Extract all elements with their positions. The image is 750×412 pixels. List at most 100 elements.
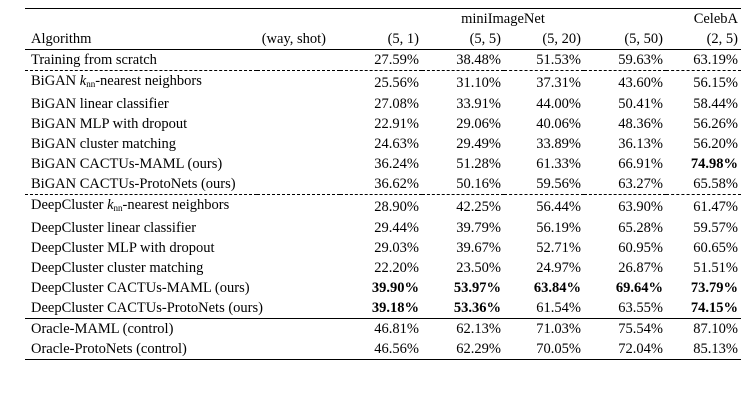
table-row: DeepCluster CACTUs-MAML (ours) 39.90% 53.9…: [25, 278, 741, 298]
result-cell: 50.16%: [456, 176, 501, 192]
result-cell: 39.18%: [371, 300, 419, 316]
result-cell: 26.87%: [618, 260, 663, 276]
result-cell: 43.60%: [584, 70, 666, 94]
result-cell: 63.27%: [618, 176, 663, 192]
column-header: (5, 20): [542, 31, 581, 47]
result-cell: 33.91%: [456, 96, 501, 112]
result-cell: 74.15%: [690, 300, 738, 316]
k-subscript: nn: [113, 203, 123, 213]
wayshot-header: (way, shot): [261, 31, 326, 47]
algorithm-name: DeepCluster cluster matching: [31, 260, 204, 276]
result-cell: 36.24%: [374, 156, 419, 172]
result-cell: 53.36%: [453, 300, 501, 316]
result-cell: 42.25%: [422, 194, 504, 218]
algorithm-name: Oracle-ProtoNets (control): [25, 339, 340, 360]
result-cell: 39.90%: [371, 280, 419, 296]
table-row: BiGAN cluster matching 24.63% 29.49% 33.89%…: [25, 134, 741, 154]
result-cell: 72.04%: [584, 339, 666, 360]
table-row: BiGAN CACTUs-MAML (ours) 36.24% 51.28% 61.3…: [25, 154, 741, 174]
k-subscript: nn: [86, 79, 96, 89]
k-symbol: k: [107, 197, 114, 213]
result-cell: 36.13%: [618, 136, 663, 152]
result-cell: 56.19%: [536, 220, 581, 236]
algorithm-name: DeepCluster knn-nearest neighbors: [25, 194, 340, 218]
result-cell: 61.54%: [536, 300, 581, 316]
result-cell: 73.79%: [690, 280, 738, 296]
table-row: BiGAN linear classifier 27.08% 33.91% 44.00…: [25, 94, 741, 114]
table-row: DeepCluster cluster matching 22.20% 23.50%…: [25, 258, 741, 278]
algorithm-name: DeepCluster CACTUs-ProtoNets (ours): [31, 300, 263, 316]
result-cell: 56.20%: [693, 136, 738, 152]
result-cell: 29.49%: [456, 136, 501, 152]
algorithm-name-prefix: DeepCluster: [31, 197, 108, 213]
algorithm-name-suffix: -nearest neighbors: [122, 197, 230, 213]
result-cell: 62.13%: [422, 318, 504, 339]
result-cell: 24.97%: [536, 260, 581, 276]
result-cell: 59.56%: [536, 176, 581, 192]
result-cell: 46.56%: [340, 339, 422, 360]
table-row: Training from scratch 27.59% 38.48% 51.53% 5…: [25, 49, 741, 71]
result-cell: 37.31%: [504, 70, 584, 94]
result-cell: 51.28%: [456, 156, 501, 172]
algorithm-name: DeepCluster linear classifier: [31, 220, 197, 236]
result-cell: 33.89%: [536, 136, 581, 152]
result-cell: 38.48%: [422, 49, 504, 71]
result-cell: 74.98%: [690, 156, 738, 172]
algorithm-name: BiGAN CACTUs-MAML (ours): [31, 156, 223, 172]
column-header: (5, 5): [469, 31, 501, 47]
result-cell: 29.06%: [456, 116, 501, 132]
algorithm-name-suffix: -nearest neighbors: [95, 73, 202, 89]
result-cell: 27.08%: [374, 96, 419, 112]
result-cell: 29.44%: [374, 220, 419, 236]
header-column-row: Algorithm (way, shot) (5, 1) (5, 5) (5, …: [25, 29, 741, 50]
result-cell: 24.63%: [374, 136, 419, 152]
column-header: (5, 1): [387, 31, 419, 47]
result-cell: 40.06%: [536, 116, 581, 132]
results-table: miniImageNet CelebA Algorithm (way, shot…: [25, 8, 741, 360]
result-cell: 60.95%: [618, 240, 663, 256]
result-cell: 44.00%: [536, 96, 581, 112]
table-row: DeepCluster CACTUs-ProtoNets (ours) 39.18…: [25, 298, 741, 319]
result-cell: 27.59%: [340, 49, 422, 71]
table-row: DeepCluster knn-nearest neighbors 28.90% 4…: [25, 194, 741, 218]
table-row: Oracle-ProtoNets (control) 46.56% 62.29% 70…: [25, 339, 741, 360]
result-cell: 87.10%: [666, 318, 741, 339]
result-cell: 59.63%: [584, 49, 666, 71]
algorithm-name: Oracle-MAML (control): [25, 318, 340, 339]
result-cell: 53.97%: [453, 280, 501, 296]
table-row: BiGAN CACTUs-ProtoNets (ours) 36.62% 50.16…: [25, 174, 741, 195]
result-cell: 61.33%: [536, 156, 581, 172]
algorithm-name: BiGAN MLP with dropout: [31, 116, 188, 132]
result-cell: 56.44%: [504, 194, 584, 218]
result-cell: 28.90%: [340, 194, 422, 218]
result-cell: 75.54%: [584, 318, 666, 339]
result-cell: 63.90%: [584, 194, 666, 218]
result-cell: 71.03%: [504, 318, 584, 339]
table-row: DeepCluster linear classifier 29.44% 39.79…: [25, 218, 741, 238]
result-cell: 70.05%: [504, 339, 584, 360]
result-cell: 65.58%: [693, 176, 738, 192]
algorithm-name: BiGAN CACTUs-ProtoNets (ours): [31, 176, 236, 192]
algorithm-name: DeepCluster CACTUs-MAML (ours): [31, 280, 250, 296]
result-cell: 22.91%: [374, 116, 419, 132]
result-cell: 85.13%: [666, 339, 741, 360]
group-header-celeba: CelebA: [666, 8, 741, 29]
algorithm-header: Algorithm: [31, 31, 92, 47]
result-cell: 58.44%: [693, 96, 738, 112]
result-cell: 29.03%: [374, 240, 419, 256]
algorithm-name: BiGAN cluster matching: [31, 136, 176, 152]
result-cell: 39.79%: [456, 220, 501, 236]
algorithm-name: BiGAN knn-nearest neighbors: [25, 70, 340, 94]
algorithm-name: Training from scratch: [25, 49, 340, 71]
table-row: BiGAN knn-nearest neighbors 25.56% 31.10% 3…: [25, 70, 741, 94]
k-symbol: k: [79, 73, 87, 89]
result-cell: 66.91%: [618, 156, 663, 172]
algorithm-name: DeepCluster MLP with dropout: [31, 240, 215, 256]
result-cell: 39.67%: [456, 240, 501, 256]
result-cell: 36.62%: [374, 176, 419, 192]
result-cell: 69.64%: [615, 280, 663, 296]
table-row: DeepCluster MLP with dropout 29.03% 39.67%…: [25, 238, 741, 258]
result-cell: 65.28%: [618, 220, 663, 236]
algorithm-name: BiGAN linear classifier: [31, 96, 169, 112]
result-cell: 52.71%: [536, 240, 581, 256]
